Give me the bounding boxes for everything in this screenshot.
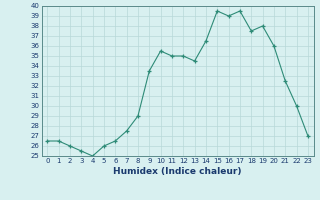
X-axis label: Humidex (Indice chaleur): Humidex (Indice chaleur) <box>113 167 242 176</box>
